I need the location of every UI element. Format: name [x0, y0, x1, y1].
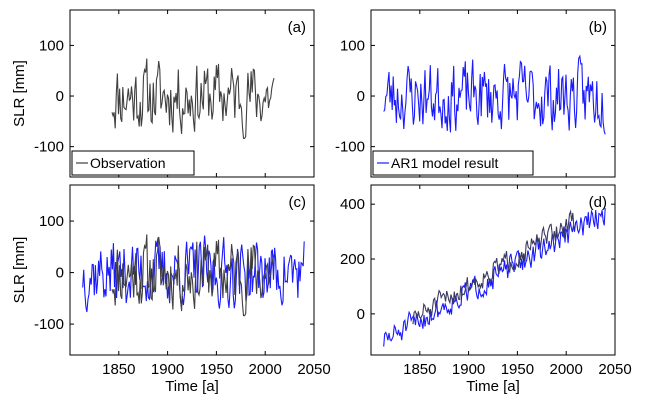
y-axis-label: SLR [mm] — [11, 60, 28, 127]
axes-frame — [370, 9, 616, 178]
axes-frame — [370, 184, 616, 356]
panel-c: -100 0 100 1850 1900 1950 2000 2050 (c) SLR [mm] T… — [11, 184, 331, 395]
y-tick-label: -100 — [34, 139, 64, 156]
y-tick-label: 0 — [357, 306, 365, 323]
y-tick-label: 200 — [340, 251, 365, 268]
series-line-0 — [82, 235, 305, 313]
y-tick-label: 0 — [357, 88, 365, 105]
series-line-1 — [412, 209, 576, 325]
x-tick-label: 1900 — [452, 361, 485, 378]
legend-entry: Observation — [90, 155, 165, 171]
legend: AR1 model result — [372, 150, 534, 176]
x-tick-label: 2050 — [297, 361, 330, 378]
series-line-0 — [383, 54, 606, 135]
x-tick-label: 1850 — [102, 361, 135, 378]
legend-box — [71, 150, 195, 176]
panel-label: (b) — [589, 19, 607, 36]
axes-frame — [69, 184, 315, 356]
y-tick-label: 0 — [56, 88, 64, 105]
y-axis-label: SLR [mm] — [11, 237, 28, 304]
panel-label: (c) — [289, 194, 307, 211]
legend-box — [372, 150, 534, 176]
y-tick-label: 100 — [39, 213, 64, 230]
x-tick-label: 1950 — [200, 361, 233, 378]
legend-entry: AR1 model result — [391, 155, 498, 171]
y-tick-label: 100 — [340, 37, 365, 54]
panel-d: 0 200 400 1850 1900 1950 2000 2050 (d) Time [a] — [340, 184, 632, 395]
axes-frame — [69, 9, 315, 178]
x-tick-label: 1850 — [403, 361, 436, 378]
y-tick-label: 0 — [56, 265, 64, 282]
panel-label: (d) — [589, 194, 607, 211]
y-tick-label: 100 — [39, 37, 64, 54]
series-line-0 — [111, 58, 275, 139]
panel-b: -100 0 100 (b) AR1 model result — [335, 9, 616, 178]
x-axis-label: Time [a] — [466, 378, 520, 395]
x-tick-label: 1900 — [151, 361, 184, 378]
y-tick-label: -100 — [335, 139, 365, 156]
legend: Observation — [71, 150, 195, 176]
series-line-0 — [383, 208, 606, 347]
x-tick-label: 1950 — [501, 361, 534, 378]
panel-label: (a) — [288, 19, 306, 36]
series-line-1 — [111, 234, 275, 317]
x-tick-label: 2000 — [249, 361, 282, 378]
x-tick-label: 2050 — [598, 361, 631, 378]
x-axis-label: Time [a] — [165, 378, 219, 395]
y-tick-label: 400 — [340, 196, 365, 213]
y-tick-label: -100 — [34, 316, 64, 333]
panel-a: -100 0 100 (a) SLR [mm] Observation — [11, 9, 315, 178]
x-tick-label: 2000 — [550, 361, 583, 378]
